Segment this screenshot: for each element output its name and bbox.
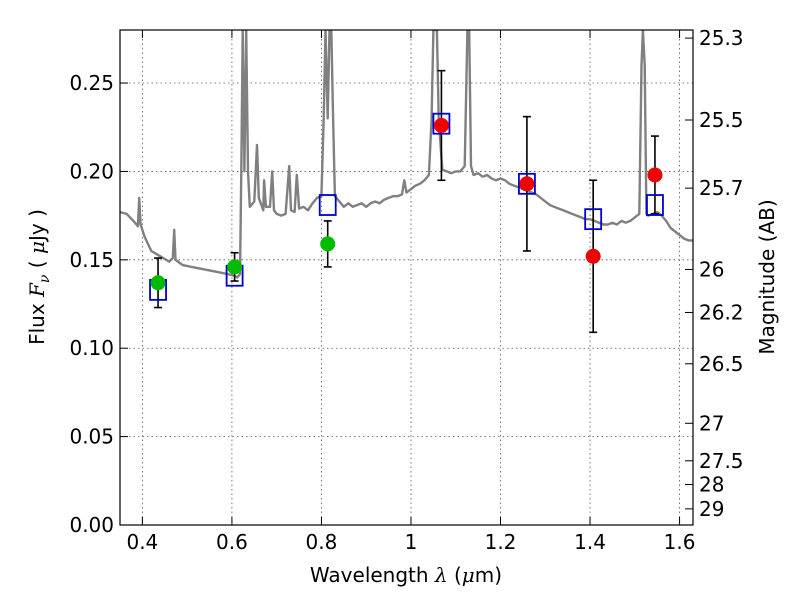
y-tick-label: 0.00 bbox=[69, 513, 114, 537]
x-axis-mu: μ bbox=[462, 563, 475, 587]
y-axis-unit: Jy ) bbox=[25, 209, 49, 243]
x-tick-label: 1.6 bbox=[664, 530, 696, 554]
spectrum-line bbox=[120, 30, 693, 279]
y-axis-subscript: ν bbox=[37, 274, 53, 283]
mag-tick-label: 25.3 bbox=[699, 26, 744, 50]
y-axis-mu: μ bbox=[25, 241, 49, 254]
observed-photometry bbox=[150, 117, 663, 291]
observed-point-green bbox=[320, 236, 336, 252]
y-axis-symbol: F bbox=[25, 282, 49, 298]
plot-frame bbox=[119, 29, 694, 526]
model-square bbox=[318, 194, 337, 216]
observed-point-red bbox=[585, 248, 601, 264]
mag-tick-label: 28 bbox=[699, 473, 724, 497]
y-axis-label-text: Flux bbox=[25, 297, 49, 345]
x-tick-label: 1.4 bbox=[574, 530, 606, 554]
model-square bbox=[518, 172, 536, 195]
mag-tick-label: 25.5 bbox=[699, 108, 744, 132]
x-axis-paren: ( bbox=[448, 563, 462, 587]
mag-tick-label: 27 bbox=[699, 411, 724, 435]
x-axis-unit: m) bbox=[475, 563, 502, 587]
y-tick-label: 0.15 bbox=[69, 248, 114, 272]
x-tick-label: 1 bbox=[405, 530, 418, 554]
x-axis-lambda: λ bbox=[434, 563, 448, 587]
x-tick-label: 0.8 bbox=[306, 530, 338, 554]
mag-tick-label: 29 bbox=[699, 497, 724, 521]
y-axis-label: Flux Fν ( μJy ) bbox=[25, 209, 53, 345]
y-tick-label: 0.05 bbox=[69, 425, 114, 449]
mag-tick-label: 27.5 bbox=[699, 449, 744, 473]
x-axis-label: Wavelength λ (μm) bbox=[310, 563, 502, 587]
mag-tick-label: 26.5 bbox=[699, 352, 744, 376]
x-tick-label: 0.4 bbox=[126, 530, 158, 554]
y-tick-label: 0.10 bbox=[69, 336, 114, 360]
x-axis-label-text: Wavelength bbox=[310, 563, 435, 587]
observed-point-red bbox=[519, 176, 535, 192]
x-tick-label: 1.2 bbox=[485, 530, 517, 554]
mag-tick-label: 26 bbox=[699, 257, 724, 281]
mag-tick-label: 25.7 bbox=[699, 176, 744, 200]
plot-background bbox=[120, 30, 693, 525]
observed-point-green bbox=[227, 259, 243, 275]
model-square bbox=[646, 194, 664, 216]
observed-point-red bbox=[433, 117, 449, 133]
axis-ticks: 0.4 0.6 0.8 1 1.2 1.4 1.6 0.00 0.05 0.10 0.15 0.20 0… bbox=[69, 26, 743, 554]
x-tick-label: 0.6 bbox=[216, 530, 248, 554]
observed-point-red bbox=[647, 167, 663, 183]
model-spectrum-layer bbox=[120, 30, 693, 279]
model-square bbox=[584, 208, 603, 231]
mag-tick-label: 26.2 bbox=[699, 300, 744, 324]
y-axis-paren: ( bbox=[25, 254, 49, 275]
y2-axis-label: Magnitude (AB) bbox=[755, 199, 779, 354]
model-square bbox=[432, 112, 451, 135]
y-tick-label: 0.25 bbox=[69, 71, 114, 95]
y-tick-label: 0.20 bbox=[69, 159, 114, 183]
observed-point-green bbox=[150, 275, 166, 291]
